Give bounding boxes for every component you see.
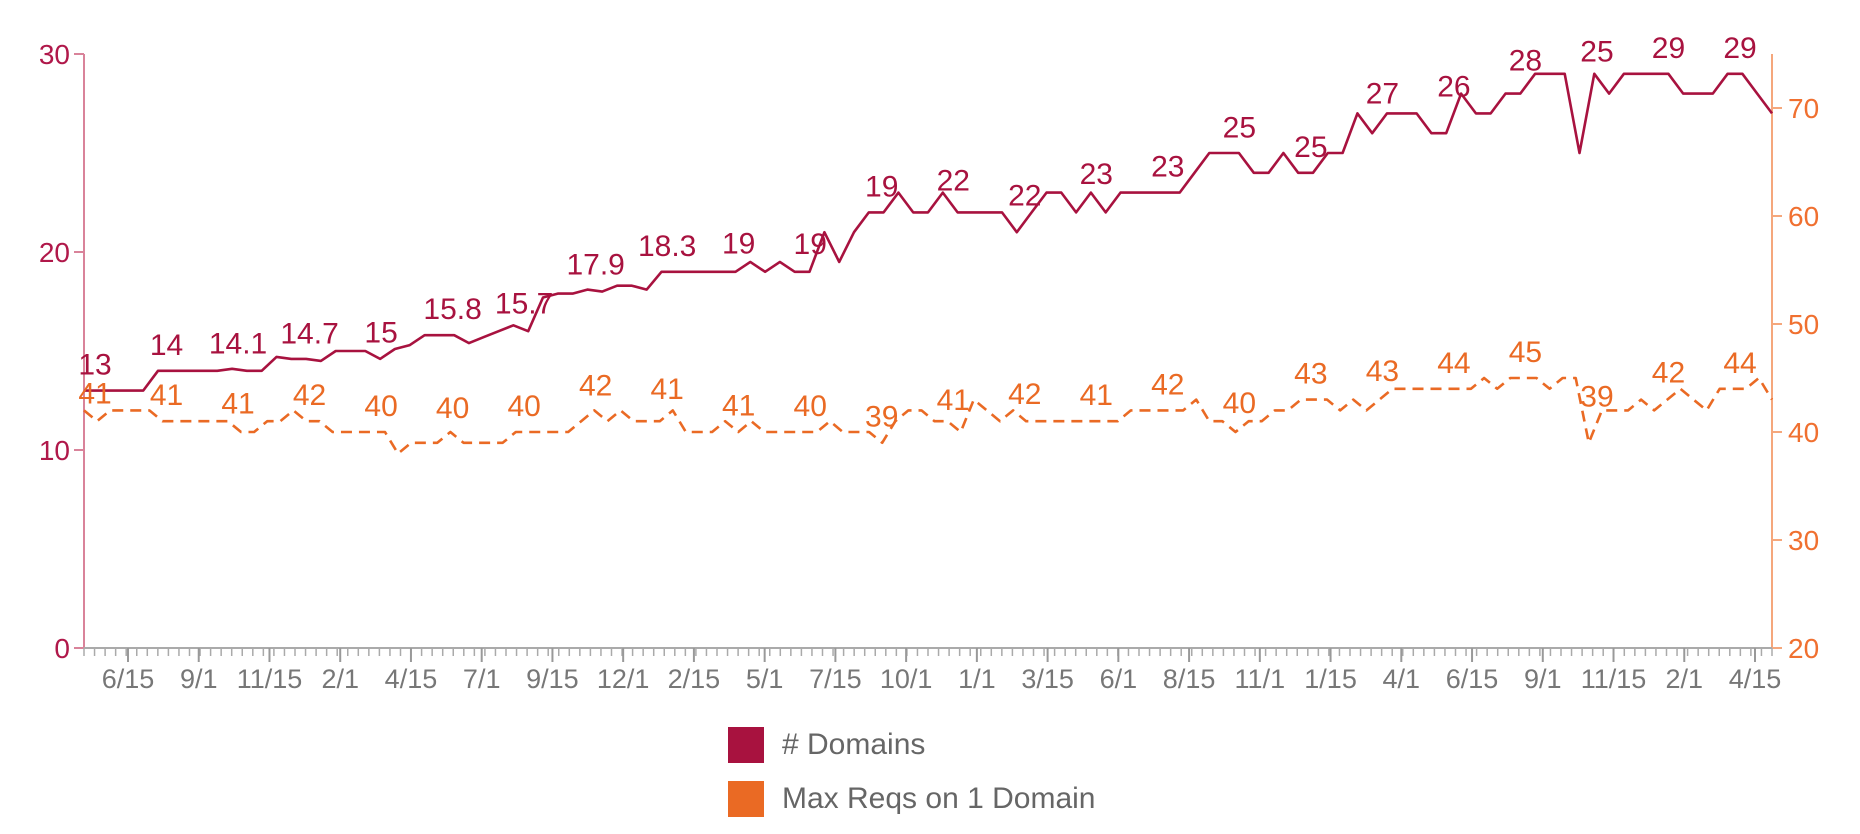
series-lines	[83, 72, 1774, 455]
legend-label-domains: # Domains	[782, 728, 926, 761]
data-label-domains: 29	[1723, 32, 1756, 65]
data-label-domains: 25	[1294, 131, 1327, 164]
point-labels: 13 14 14.1 14.7 15 15.8 15.7 17.9 18.3 19 19 19 22 22…	[78, 32, 1756, 434]
data-label-domains: 19	[794, 228, 827, 261]
data-label-domains: 19	[722, 228, 755, 261]
data-label-domains: 14.7	[280, 317, 338, 350]
x-tick-label: 1/15	[1304, 664, 1357, 694]
data-label-domains: 22	[937, 165, 970, 198]
axes: 0 10 20 30 20 30 40 50 60 70 6/15 9/1 11/15 2/1 4/15 7/…	[39, 39, 1819, 694]
x-tick-label: 2/15	[668, 664, 721, 694]
data-label-domains: 23	[1151, 151, 1184, 184]
data-label-domains: 19	[865, 170, 898, 203]
data-label-domains: 23	[1080, 158, 1113, 191]
right-tick-label: 40	[1788, 417, 1819, 448]
legend-swatch-domains	[728, 727, 764, 763]
legend: # Domains Max Reqs on 1 Domain	[728, 718, 1095, 826]
x-tick-label: 6/15	[102, 664, 155, 694]
data-label-domains: 25	[1223, 112, 1256, 145]
data-label-domains: 26	[1437, 71, 1470, 104]
data-label-max-reqs: 42	[1652, 357, 1685, 390]
data-label-domains: 14.1	[209, 328, 267, 361]
left-tick-label: 10	[39, 435, 70, 466]
data-label-max-reqs: 41	[937, 384, 970, 417]
x-tick-label: 7/1	[463, 664, 501, 694]
x-tick-label: 11/1	[1235, 664, 1286, 694]
data-label-max-reqs: 40	[364, 390, 397, 423]
x-tick-label: 11/15	[1581, 664, 1647, 694]
x-tick-label: 9/1	[1524, 664, 1562, 694]
x-tick-label: 4/1	[1383, 664, 1421, 694]
x-tick-label: 4/15	[385, 664, 438, 694]
x-tick-label: 9/15	[526, 664, 579, 694]
data-label-max-reqs: 41	[650, 373, 683, 406]
data-label-max-reqs: 39	[1580, 381, 1613, 414]
data-label-domains: 17.9	[566, 249, 624, 282]
data-label-max-reqs: 42	[1151, 368, 1184, 401]
data-label-domains: 13	[78, 349, 111, 382]
data-label-domains: 15	[364, 316, 397, 349]
data-label-max-reqs: 43	[1294, 358, 1327, 391]
data-label-max-reqs: 41	[78, 377, 111, 410]
x-tick-label: 8/15	[1163, 664, 1216, 694]
data-label-max-reqs: 40	[436, 392, 469, 425]
legend-item-domains[interactable]: # Domains	[728, 718, 1095, 772]
left-tick-label: 0	[54, 633, 70, 664]
data-label-max-reqs: 40	[1223, 387, 1256, 420]
x-tick-label: 3/15	[1021, 664, 1074, 694]
left-tick-label: 20	[39, 237, 70, 268]
data-label-max-reqs: 39	[865, 400, 898, 433]
data-label-domains: 27	[1366, 78, 1399, 111]
data-label-max-reqs: 42	[293, 379, 326, 412]
data-label-max-reqs: 41	[221, 388, 254, 421]
legend-item-max-reqs[interactable]: Max Reqs on 1 Domain	[728, 772, 1095, 826]
x-tick-label: 7/15	[809, 664, 862, 694]
data-label-max-reqs: 40	[794, 390, 827, 423]
series-line-domains	[84, 72, 1774, 392]
right-tick-label: 50	[1788, 309, 1819, 340]
data-label-domains: 15.7	[495, 288, 553, 321]
x-tick-label: 11/15	[237, 664, 303, 694]
data-label-domains: 18.3	[638, 230, 696, 263]
x-tick-label: 9/1	[180, 664, 218, 694]
data-label-max-reqs: 41	[722, 390, 755, 423]
right-tick-label: 30	[1788, 525, 1819, 556]
x-tick-label: 6/1	[1100, 664, 1138, 694]
data-label-domains: 25	[1580, 35, 1613, 68]
data-label-domains: 15.8	[423, 293, 481, 326]
data-label-max-reqs: 41	[1080, 379, 1113, 412]
data-label-max-reqs: 44	[1437, 347, 1470, 380]
x-tick-label: 12/1	[597, 664, 650, 694]
x-tick-label: 4/15	[1729, 664, 1782, 694]
series-line-max-reqs	[83, 376, 1774, 455]
x-tick-label: 2/1	[321, 664, 359, 694]
data-label-domains: 29	[1652, 32, 1685, 65]
x-tick-label: 6/15	[1446, 664, 1499, 694]
x-tick-label: 1/1	[958, 664, 996, 694]
legend-label-max-reqs: Max Reqs on 1 Domain	[782, 782, 1096, 815]
data-label-max-reqs: 45	[1509, 336, 1542, 369]
data-label-domains: 14	[150, 329, 183, 362]
x-tick-label: 10/1	[880, 664, 933, 694]
right-tick-label: 70	[1788, 93, 1819, 124]
data-label-max-reqs: 44	[1723, 347, 1756, 380]
data-label-max-reqs: 42	[1008, 378, 1041, 411]
x-tick-label: 5/1	[746, 664, 784, 694]
data-label-domains: 22	[1008, 180, 1041, 213]
right-tick-label: 20	[1788, 633, 1819, 664]
data-label-domains: 28	[1509, 45, 1542, 78]
left-tick-label: 30	[39, 39, 70, 70]
data-label-max-reqs: 42	[579, 369, 612, 402]
data-label-max-reqs: 40	[507, 390, 540, 423]
data-label-max-reqs: 41	[150, 379, 183, 412]
x-tick-label: 2/1	[1665, 664, 1703, 694]
legend-swatch-max-reqs	[728, 781, 764, 817]
right-tick-label: 60	[1788, 201, 1819, 232]
data-label-max-reqs: 43	[1366, 355, 1399, 388]
